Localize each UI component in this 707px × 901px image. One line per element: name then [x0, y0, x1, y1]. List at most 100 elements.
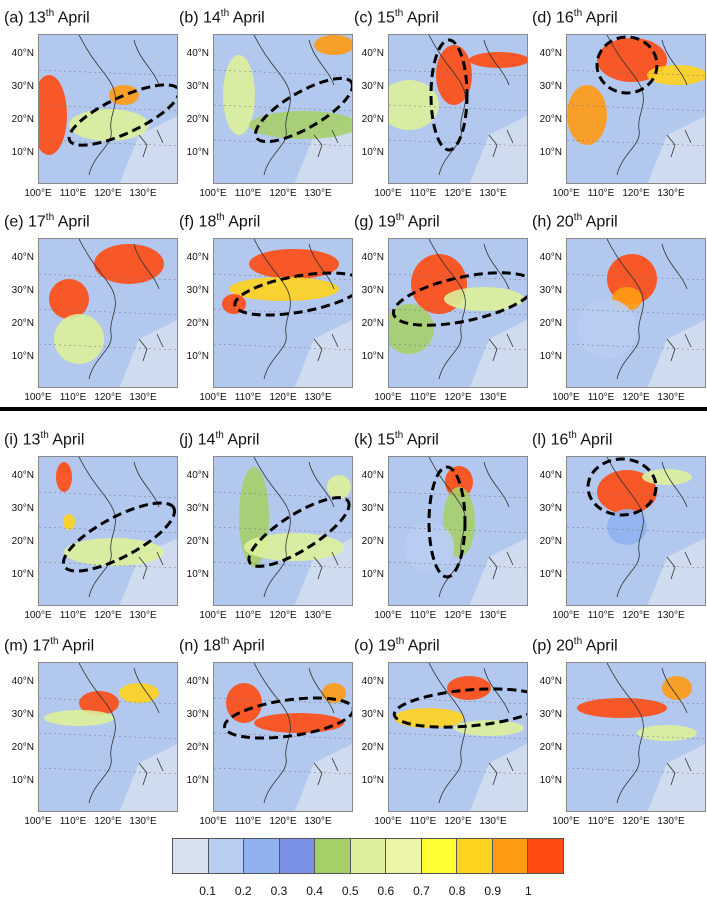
colorbar-swatch [527, 838, 564, 874]
latitude-label: 20°N [358, 742, 384, 753]
colorbar-tick-label: 0.5 [335, 884, 365, 898]
longitude-label: 120°E [90, 188, 126, 199]
map-panel: (g) 19th April 40°N 30°N 20°N 10°N 100°E 110°E… [388, 238, 528, 388]
latitude-label: 20°N [358, 114, 384, 125]
concentration-map [213, 238, 353, 388]
panel-month: April [577, 431, 613, 448]
concentration-blob [314, 35, 353, 55]
panel-day-suffix: th [396, 636, 404, 647]
longitude-label: 110°E [55, 816, 91, 827]
longitude-label: 130°E [475, 188, 511, 199]
concentration-map [566, 456, 706, 606]
latitude-label: 30°N [183, 81, 209, 92]
longitude-label: 100°E [195, 188, 231, 199]
panel-month: April [54, 213, 90, 230]
latitude-label: 30°N [358, 709, 384, 720]
concentration-blob [49, 279, 89, 319]
panel-month: April [582, 637, 618, 654]
longitude-label: 100°E [195, 610, 231, 621]
longitude-label: 110°E [405, 610, 441, 621]
latitude-label: 20°N [536, 318, 562, 329]
latitude-label: 30°N [8, 81, 34, 92]
panel-day: 19 [378, 637, 396, 654]
latitude-label: 10°N [536, 351, 562, 362]
map-panel: (l) 16th April 40°N 30°N 20°N 10°N 100°E 110°E… [566, 456, 706, 606]
colorbar-tick-label: 0.9 [478, 884, 508, 898]
panel-month: April [404, 213, 440, 230]
longitude-label: 100°E [195, 816, 231, 827]
panel-title: (j) 14th April [179, 430, 259, 449]
longitude-label: 110°E [230, 610, 266, 621]
concentration-blob [244, 533, 344, 561]
latitude-label: 20°N [183, 536, 209, 547]
panel-month: April [582, 213, 618, 230]
panel-letter: (d) [532, 9, 556, 26]
concentration-blob [394, 708, 464, 728]
longitude-label: 110°E [55, 610, 91, 621]
concentration-blob [577, 299, 637, 359]
longitude-label: 110°E [230, 392, 266, 403]
latitude-label: 10°N [183, 147, 209, 158]
latitude-label: 40°N [536, 676, 562, 687]
map-panel: (f) 18th April 40°N 30°N 20°N 10°N 100°E 110°E… [213, 238, 353, 388]
panel-day: 13 [23, 431, 41, 448]
section-divider [0, 407, 707, 411]
colorbar-tick-label: 0.2 [228, 884, 258, 898]
longitude-label: 120°E [90, 610, 126, 621]
panel-title: (f) 18th April [179, 212, 260, 231]
colorbar-swatch [492, 838, 528, 874]
longitude-label: 120°E [618, 392, 654, 403]
latitude-label: 40°N [358, 48, 384, 59]
longitude-label: 100°E [370, 188, 406, 199]
colorbar-swatch [456, 838, 492, 874]
panel-day: 16 [551, 431, 569, 448]
colorbar-swatch [243, 838, 279, 874]
colorbar-swatch [172, 838, 208, 874]
panel-day: 13 [28, 9, 46, 26]
longitude-label: 110°E [230, 816, 266, 827]
map-panel: (m) 17th April 40°N 30°N 20°N 10°N 100°E 110°E… [38, 662, 178, 812]
concentration-blob [69, 109, 149, 141]
latitude-label: 30°N [536, 285, 562, 296]
concentration-map [388, 662, 528, 812]
map-panel: (j) 14th April 40°N 30°N 20°N 10°N 100°E 110°E… [213, 456, 353, 606]
longitude-label: 130°E [300, 392, 336, 403]
panel-day-suffix: th [215, 430, 223, 441]
map-panel: (n) 18th April 40°N 30°N 20°N 10°N 100°E 110°E… [213, 662, 353, 812]
map-panel: (e) 17th April 40°N 30°N 20°N 10°N 100°E 110°E… [38, 238, 178, 388]
latitude-label: 40°N [183, 676, 209, 687]
longitude-label: 120°E [440, 392, 476, 403]
concentration-map [38, 34, 178, 184]
latitude-label: 40°N [536, 470, 562, 481]
concentration-blob [567, 85, 607, 145]
panel-letter: (a) [4, 9, 28, 26]
longitude-label: 100°E [548, 392, 584, 403]
latitude-label: 30°N [183, 709, 209, 720]
latitude-label: 40°N [183, 470, 209, 481]
latitude-label: 10°N [8, 351, 34, 362]
panel-day: 15 [377, 431, 395, 448]
panel-title: (b) 14th April [179, 8, 265, 27]
latitude-label: 30°N [358, 503, 384, 514]
panel-day: 16 [556, 9, 574, 26]
panel-day-suffix: th [574, 8, 582, 19]
longitude-label: 130°E [653, 610, 689, 621]
longitude-label: 120°E [90, 816, 126, 827]
map-panel: (i) 13th April 40°N 30°N 20°N 10°N 100°E 110°E… [38, 456, 178, 606]
map-panel: (h) 20th April 40°N 30°N 20°N 10°N 100°E 110°E… [566, 238, 706, 388]
panel-day-suffix: th [221, 636, 229, 647]
latitude-label: 20°N [8, 318, 34, 329]
longitude-label: 130°E [300, 610, 336, 621]
concentration-blob [469, 52, 528, 68]
latitude-label: 10°N [183, 569, 209, 580]
latitude-label: 20°N [536, 742, 562, 753]
panel-letter: (b) [179, 9, 203, 26]
longitude-label: 120°E [618, 188, 654, 199]
latitude-label: 20°N [358, 318, 384, 329]
concentration-map [566, 662, 706, 812]
colorbar-swatch [279, 838, 315, 874]
longitude-label: 130°E [125, 392, 161, 403]
longitude-label: 100°E [548, 610, 584, 621]
panel-month: April [582, 9, 618, 26]
panel-day: 20 [556, 637, 574, 654]
